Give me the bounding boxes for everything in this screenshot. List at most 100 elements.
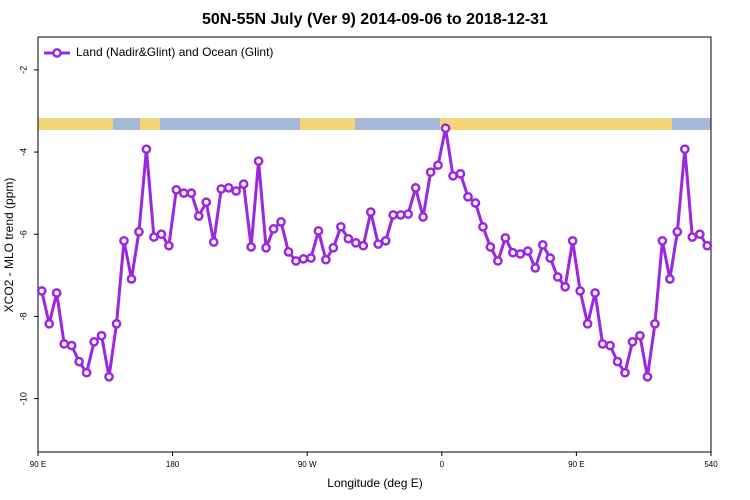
data-point xyxy=(388,210,399,220)
data-point xyxy=(164,240,174,251)
data-point xyxy=(231,186,242,196)
x-tick-label: 180 xyxy=(166,460,180,469)
data-point xyxy=(350,238,361,248)
data-point xyxy=(321,254,331,265)
data-point xyxy=(59,339,70,349)
y-tick-label: -4 xyxy=(18,148,28,156)
data-point xyxy=(448,171,458,181)
x-tick-label: 540 xyxy=(704,460,718,469)
data-point xyxy=(186,188,197,198)
data-point xyxy=(537,240,548,250)
data-point xyxy=(463,191,473,202)
data-point xyxy=(552,272,563,282)
data-point xyxy=(193,211,204,221)
data-point xyxy=(208,237,219,247)
data-point xyxy=(410,182,421,193)
land-ocean-band xyxy=(38,118,711,130)
data-point xyxy=(149,232,159,242)
data-point xyxy=(89,337,99,347)
data-point xyxy=(291,256,301,266)
data-point xyxy=(657,235,668,246)
data-point xyxy=(515,249,526,259)
x-tick-label: 0 xyxy=(440,460,445,469)
data-point xyxy=(507,247,518,258)
data-point xyxy=(455,168,466,179)
data-point xyxy=(605,340,615,351)
data-point xyxy=(313,226,324,236)
data-point xyxy=(81,367,92,378)
data-point xyxy=(627,337,638,347)
data-point xyxy=(298,254,309,264)
data-point xyxy=(433,160,443,171)
data-point xyxy=(560,281,571,292)
data-point xyxy=(694,229,705,240)
chart-title: 50N-55N July (Ver 9) 2014-09-06 to 2018-… xyxy=(202,11,548,28)
y-tick-label: -10 xyxy=(18,392,28,405)
x-tick-label: 90 E xyxy=(568,460,584,469)
data-point xyxy=(44,318,55,329)
data-point xyxy=(493,256,503,266)
data-point xyxy=(141,144,152,155)
legend-label: Land (Nadir&Glint) and Ocean (Glint) xyxy=(76,45,273,59)
data-point xyxy=(425,167,436,178)
data-point xyxy=(620,367,630,378)
data-point xyxy=(380,235,391,246)
data-point xyxy=(650,318,660,329)
data-point xyxy=(642,371,653,382)
data-point xyxy=(500,233,511,243)
data-point xyxy=(522,246,533,256)
data-point xyxy=(672,226,683,237)
data-point xyxy=(485,242,496,252)
y-tick-label: -2 xyxy=(18,66,28,74)
data-point xyxy=(567,235,578,246)
data-point xyxy=(201,197,212,208)
data-point xyxy=(403,209,413,219)
data-point xyxy=(104,371,114,382)
y-tick-label: -8 xyxy=(18,312,28,320)
data-point xyxy=(156,229,167,240)
data-point xyxy=(238,179,249,189)
data-point xyxy=(276,217,286,227)
data-point xyxy=(582,318,593,329)
data-point xyxy=(253,156,264,166)
data-point xyxy=(418,212,428,222)
data-point xyxy=(440,123,451,134)
series-line xyxy=(40,127,709,378)
data-point xyxy=(66,340,77,351)
data-point xyxy=(283,247,294,257)
y-tick-label: -6 xyxy=(18,230,28,238)
data-point xyxy=(328,242,339,253)
data-point xyxy=(246,242,256,252)
data-point xyxy=(679,144,690,155)
data-point xyxy=(358,240,369,251)
data-point xyxy=(590,288,600,298)
data-point xyxy=(336,221,346,232)
data-point xyxy=(470,198,481,208)
data-point xyxy=(545,253,556,263)
data-point xyxy=(597,339,608,349)
y-axis-label: XCO2 - MLO trend (ppm) xyxy=(2,178,16,313)
x-tick-label: 90 E xyxy=(30,460,46,469)
data-point xyxy=(36,286,47,296)
data-point xyxy=(343,233,354,244)
data-point xyxy=(126,274,137,284)
data-point xyxy=(261,242,271,253)
data-point xyxy=(96,330,107,341)
data-point xyxy=(395,210,406,220)
legend-marker xyxy=(52,48,62,58)
data-point xyxy=(306,253,316,263)
data-point xyxy=(702,240,713,251)
data-point xyxy=(111,318,122,329)
data-point xyxy=(216,184,227,194)
data-point xyxy=(373,239,384,249)
data-point xyxy=(530,263,541,273)
data-point xyxy=(74,356,84,367)
data-point xyxy=(268,224,279,234)
data-point xyxy=(223,182,234,193)
data-point xyxy=(575,286,585,296)
data-point xyxy=(171,185,182,195)
data-point xyxy=(51,288,62,298)
data-point xyxy=(178,188,189,198)
x-axis-label: Longitude (deg E) xyxy=(327,476,422,490)
